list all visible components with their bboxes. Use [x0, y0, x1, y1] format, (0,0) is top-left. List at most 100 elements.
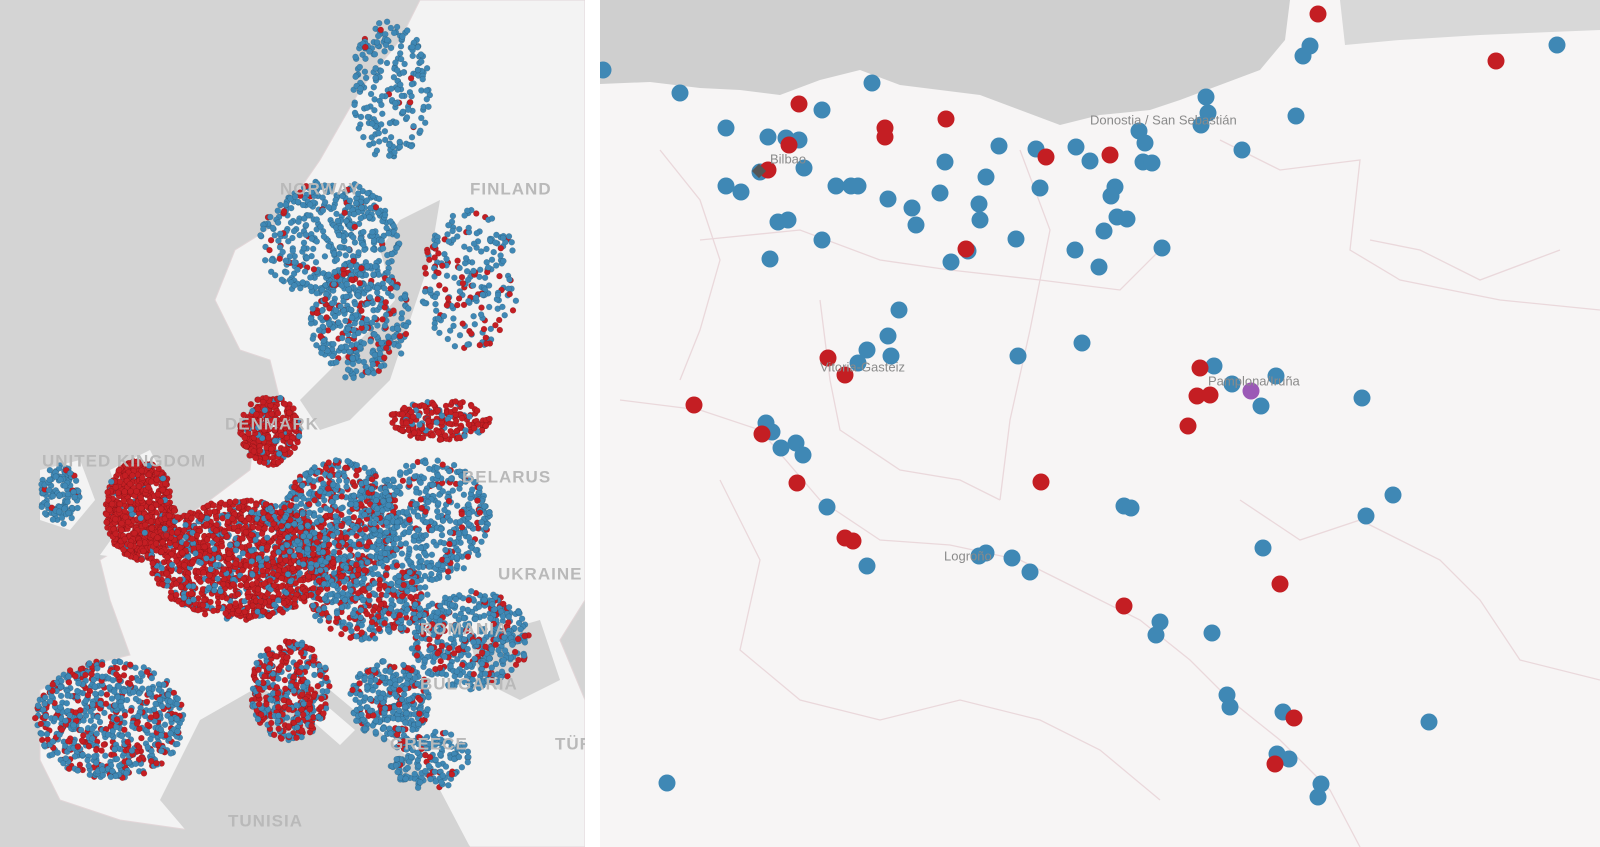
location-dot — [431, 324, 438, 332]
location-dot — [352, 525, 359, 532]
location-dot — [254, 608, 261, 615]
location-dot — [238, 535, 246, 542]
location-dot — [350, 374, 357, 382]
location-dot — [279, 248, 286, 256]
location-dot — [350, 257, 357, 265]
location-dot — [379, 110, 386, 118]
location-dot — [357, 270, 364, 278]
location-dot — [351, 181, 358, 188]
location-dot — [127, 542, 134, 549]
location-dot — [153, 575, 161, 583]
location-dot — [127, 488, 134, 495]
location-dot — [486, 237, 494, 244]
location-dot — [387, 133, 395, 141]
location-dot — [267, 236, 275, 244]
location-dot — [275, 538, 282, 546]
location-dot — [262, 501, 269, 508]
location-dot — [138, 504, 145, 512]
location-dot — [381, 322, 389, 329]
location-dot — [220, 566, 228, 573]
location-dot — [180, 594, 188, 601]
location-dot — [277, 230, 284, 237]
location-dot — [317, 333, 324, 340]
location-dot — [456, 288, 464, 295]
location-dot — [409, 43, 416, 51]
location-dot — [145, 484, 152, 491]
location-dot — [387, 44, 395, 52]
location-dot — [275, 450, 283, 457]
location-dot — [293, 496, 300, 503]
location-dot — [397, 50, 404, 57]
location-dot — [403, 419, 410, 427]
location-dot — [408, 80, 416, 88]
location-dot — [313, 290, 320, 297]
location-dot — [262, 454, 269, 462]
location-dot — [193, 532, 201, 539]
location-dot — [456, 332, 464, 339]
location-dot — [334, 529, 341, 536]
location-dot — [344, 337, 352, 344]
location-dot — [399, 410, 406, 418]
location-dot — [112, 484, 120, 491]
location-dot — [120, 546, 127, 553]
location-dot — [243, 581, 251, 589]
location-dot — [473, 210, 480, 217]
location-dot — [331, 313, 339, 320]
location-dot — [373, 147, 381, 154]
location-dot — [168, 561, 176, 569]
location-dot — [407, 75, 415, 82]
location-dot — [377, 26, 384, 34]
location-dot — [358, 319, 365, 327]
location-dot — [375, 209, 382, 216]
location-dot — [446, 420, 453, 427]
location-dot — [219, 581, 227, 588]
location-dot — [481, 532, 489, 539]
location-dot — [422, 119, 429, 127]
location-dot — [301, 215, 308, 222]
location-dot — [295, 546, 303, 553]
location-dot — [306, 201, 314, 208]
location-dot — [296, 569, 303, 577]
location-dot — [141, 529, 149, 536]
location-dot — [370, 271, 377, 278]
location-dot — [439, 262, 446, 269]
location-dot — [271, 232, 278, 239]
location-dot — [139, 474, 146, 481]
location-dot — [505, 233, 513, 240]
location-dot — [375, 32, 382, 40]
location-dot — [483, 340, 490, 347]
location-dot — [466, 413, 473, 420]
location-dot — [285, 238, 292, 245]
location-dot — [326, 472, 334, 480]
location-dot — [162, 480, 169, 487]
location-dot — [421, 550, 428, 557]
location-dot — [274, 207, 281, 214]
location-dot — [456, 225, 463, 233]
location-dot — [496, 316, 503, 324]
location-dot — [278, 574, 285, 582]
location-dot — [280, 208, 288, 215]
location-dot — [290, 227, 298, 235]
location-dot — [444, 231, 451, 238]
location-dot — [302, 231, 310, 239]
location-dot — [343, 483, 350, 490]
location-dot — [509, 247, 516, 254]
location-dot — [325, 541, 333, 548]
location-dot — [505, 285, 512, 292]
location-dot — [210, 502, 217, 509]
location-dot — [55, 508, 63, 515]
location-dot — [304, 545, 311, 553]
location-dot — [386, 152, 393, 159]
location-dot — [267, 577, 274, 584]
location-dot — [154, 534, 161, 541]
location-dot — [398, 350, 405, 357]
location-dot — [248, 558, 256, 565]
location-dot — [411, 429, 418, 436]
location-dot — [351, 223, 358, 231]
location-dot — [410, 413, 417, 421]
location-dot — [378, 339, 385, 347]
location-dot — [431, 242, 439, 249]
location-dot — [248, 509, 255, 516]
location-dot — [232, 498, 239, 505]
location-dot — [265, 513, 272, 520]
